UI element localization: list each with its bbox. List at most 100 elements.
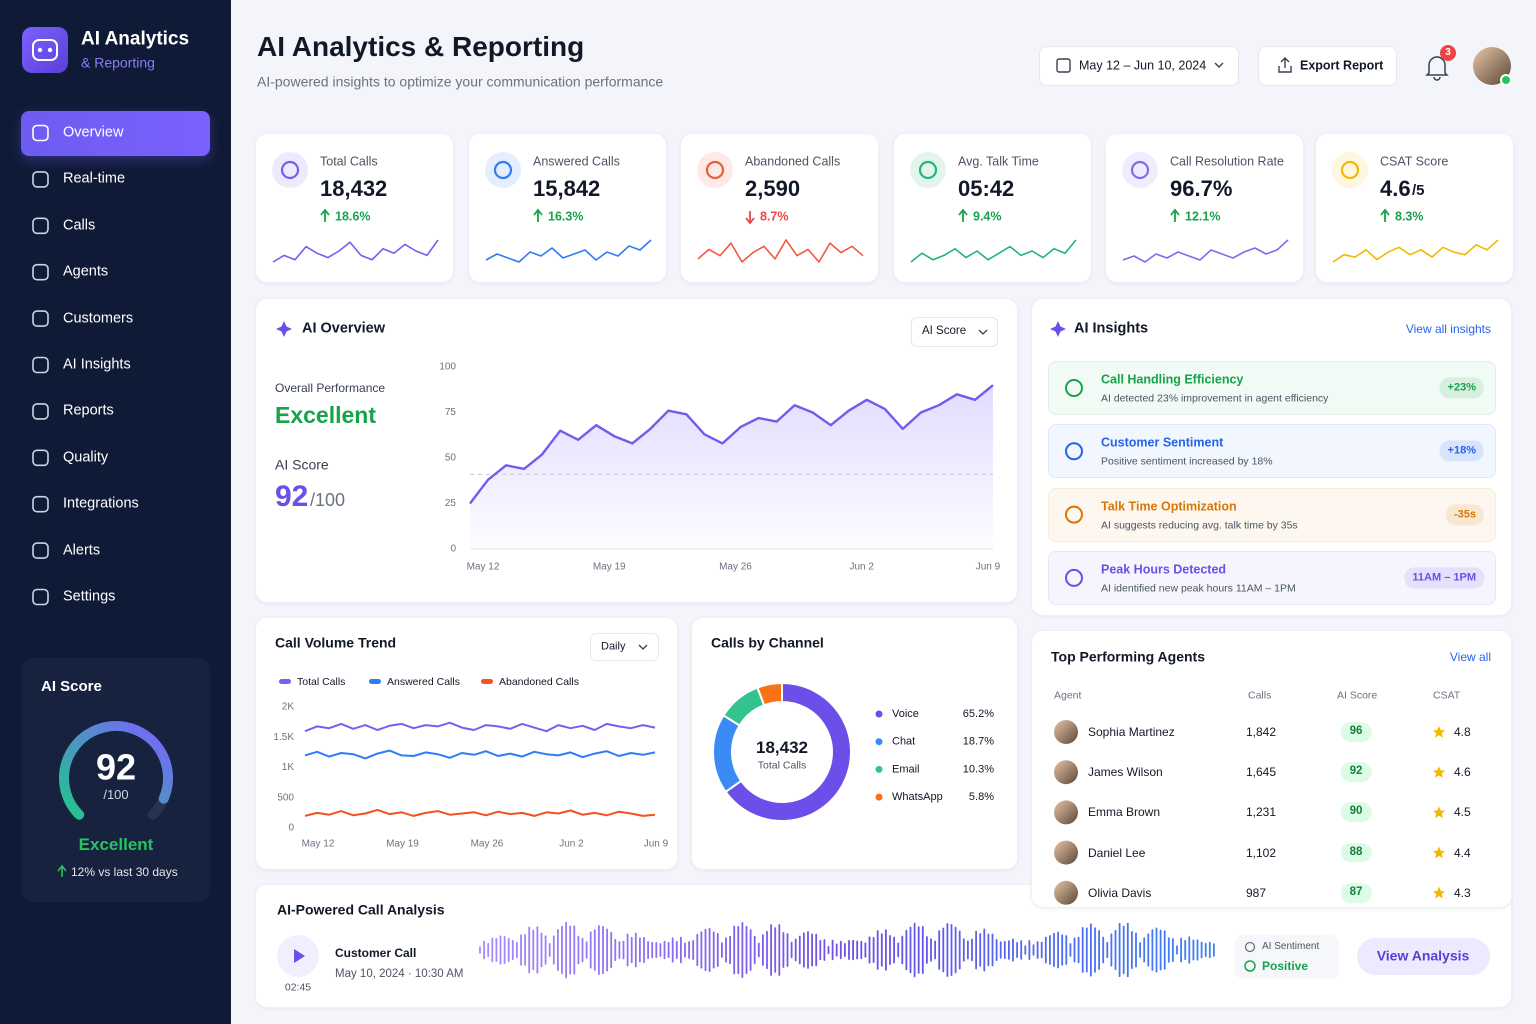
nav-item[interactable]: Overview: [63, 124, 124, 141]
legend-label: Chat: [892, 736, 915, 748]
legend-label: Total Calls: [297, 676, 345, 688]
nav-item[interactable]: Calls: [63, 217, 96, 234]
line: [304, 808, 656, 817]
x-tick-label: May 26: [719, 562, 752, 573]
overview-title: AI Overview: [302, 320, 386, 337]
column-header: CSAT: [1433, 689, 1461, 702]
legend-dot: [875, 710, 883, 718]
column-header: Calls: [1248, 689, 1272, 702]
insight-icon: [1065, 568, 1083, 587]
kpi-icon: [493, 160, 513, 180]
nav-item[interactable]: Integrations: [63, 495, 139, 512]
legend-value: 18.7%: [963, 736, 994, 748]
volume-title: Call Volume Trend: [275, 634, 397, 651]
export-icon: [1278, 57, 1292, 73]
x-tick-label: May 12: [467, 562, 500, 573]
insights-link[interactable]: View all insights: [1405, 321, 1491, 336]
brand-subtitle: & Reporting: [81, 54, 155, 71]
agents-link[interactable]: View all: [1449, 649, 1491, 664]
agent-avatar: [1054, 760, 1078, 785]
y-tick-label: 500: [277, 792, 294, 803]
insight-item[interactable]: [1048, 361, 1496, 415]
legend-swatch: [369, 679, 381, 684]
bell-icon: [1425, 56, 1449, 81]
kpi-change: 8.7%: [760, 209, 789, 224]
kpi-label: Avg. Talk Time: [958, 154, 1039, 169]
agents-title: Top Performing Agents: [1051, 648, 1205, 665]
nav-item[interactable]: Settings: [63, 588, 116, 605]
y-tick-label: 0: [450, 544, 456, 555]
kpi-icon-bg: [910, 152, 946, 188]
performance: Excellent: [275, 402, 376, 429]
agent-csat: 4.4: [1454, 845, 1471, 860]
analysis-button-label[interactable]: View Analysis: [1376, 947, 1470, 964]
date-range[interactable]: May 12 – Jun 10, 2024: [1079, 58, 1207, 73]
nav-item[interactable]: Quality: [63, 449, 109, 466]
nav-item[interactable]: AI Insights: [63, 356, 131, 373]
score-value: 92: [95, 746, 137, 788]
brand-title: AI Analytics: [81, 28, 190, 50]
kpi-suffix: /5: [1412, 182, 1425, 199]
nav-item[interactable]: Agents: [63, 263, 109, 280]
insight-description: AI detected 23% improvement in agent eff…: [1101, 392, 1329, 405]
date-picker[interactable]: [1039, 46, 1239, 86]
performance-label: Overall Performance: [275, 380, 386, 395]
kpi-card: [255, 133, 454, 283]
donut-segment: [756, 681, 783, 707]
nav-item[interactable]: Reports: [63, 402, 114, 419]
star-icon: [1433, 726, 1445, 738]
kpi-label: Abandoned Calls: [745, 154, 841, 169]
star-icon: [1433, 766, 1445, 778]
column-header: Agent: [1054, 689, 1082, 702]
y-tick-label: 0: [288, 823, 294, 834]
trend-arrow: [320, 208, 330, 222]
agent-score: 90: [1340, 802, 1372, 823]
nav-item[interactable]: Customers: [63, 309, 134, 326]
insight-badge: +23%: [1439, 377, 1484, 399]
insight-badge: 11AM – 1PM: [1404, 567, 1484, 589]
insight-item[interactable]: [1048, 550, 1496, 605]
kpi-card: [468, 133, 667, 283]
period-selector[interactable]: [590, 633, 659, 661]
nav-icon: [32, 495, 49, 513]
notification-count[interactable]: 3: [1445, 47, 1451, 58]
kpi-label: Total Calls: [320, 154, 378, 169]
metric-selector-label[interactable]: AI Score: [922, 325, 967, 338]
nav-item[interactable]: Alerts: [63, 541, 101, 558]
y-tick-label: 2K: [282, 702, 295, 713]
chevron: [1214, 62, 1224, 68]
sparkle-icon: [276, 321, 292, 337]
x-tick-label: May 26: [471, 839, 504, 850]
legend-swatch: [279, 679, 291, 684]
insight-title: Talk Time Optimization: [1101, 499, 1237, 514]
export-button[interactable]: [1258, 46, 1397, 86]
period-label[interactable]: Daily: [601, 640, 626, 653]
donut-segment: [724, 681, 852, 822]
nav-item[interactable]: Real-time: [63, 170, 126, 187]
metric-selector[interactable]: [911, 317, 998, 347]
call-time: May 10, 2024 · 10:30 AM: [335, 968, 464, 981]
export-label[interactable]: Export Report: [1300, 58, 1384, 73]
analysis-button[interactable]: [1357, 938, 1490, 975]
score-rating: Excellent: [78, 834, 154, 854]
star-icon: [1433, 886, 1445, 899]
legend-dot: [875, 765, 883, 773]
kpi-icon-bg: [272, 152, 308, 188]
kpi-card: [680, 133, 879, 283]
nav-icon: [32, 449, 49, 467]
analysis-title: AI-Powered Call Analysis: [277, 901, 445, 918]
insight-item[interactable]: [1048, 424, 1496, 479]
nav-icon: [32, 403, 49, 420]
page-subtitle: AI-powered insights to optimize your com…: [257, 73, 664, 90]
trend-arrow: [57, 864, 67, 877]
insight-item[interactable]: [1048, 487, 1496, 542]
insight-title: Customer Sentiment: [1101, 435, 1224, 450]
score-label: AI Score: [275, 456, 329, 473]
line: [304, 721, 656, 733]
legend-label: Answered Calls: [387, 676, 460, 688]
insights-card: [1031, 298, 1512, 616]
legend-label: Email: [892, 763, 920, 775]
sparkle-icon: [1050, 321, 1066, 337]
y-tick-label: 100: [439, 362, 456, 373]
